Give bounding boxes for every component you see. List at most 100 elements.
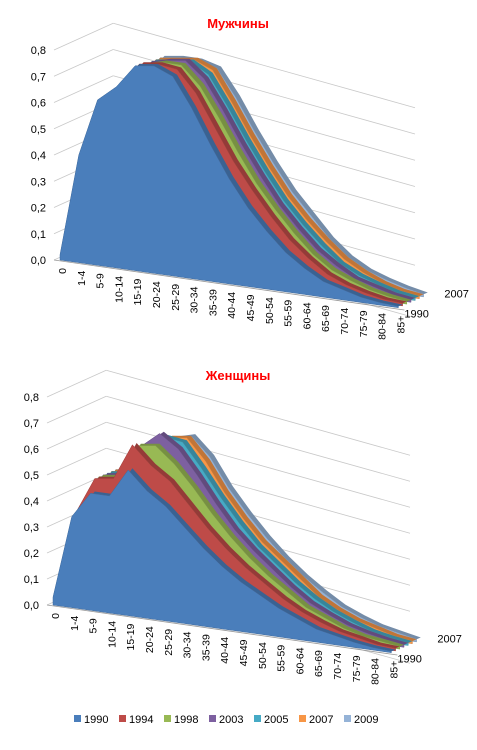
x-tick-label: 65-69 [320, 305, 332, 332]
y-tick-label: 0,2 [31, 203, 46, 215]
y-tick-label: 0,7 [31, 71, 46, 83]
gridline-side [46, 447, 107, 476]
y-tick-label: 0,0 [31, 255, 46, 267]
x-tick-label: 35-39 [200, 634, 212, 661]
x-tick-label: 0 [57, 268, 69, 274]
y-tick-label: 0,0 [24, 600, 39, 612]
gridline-back [106, 395, 411, 482]
legend-item-1998: 1998 [164, 714, 198, 726]
legend-label: 1998 [174, 714, 198, 726]
y-tick-label: 0,4 [31, 150, 46, 162]
y-tick-label: 0,5 [31, 124, 46, 136]
x-tick-label: 40-44 [219, 637, 231, 664]
chart-title-male: Мужчины [207, 16, 269, 31]
x-tick-label: 35-39 [207, 289, 219, 316]
gridline-side [53, 49, 114, 77]
x-tick-label: 55-59 [283, 300, 295, 327]
y-tick-label: 0,8 [24, 392, 39, 404]
y-tick-label: 0,1 [24, 574, 39, 586]
legend-swatch [254, 715, 261, 722]
gridline-side [53, 75, 114, 103]
legend-item-2003: 2003 [209, 714, 243, 726]
x-tick-label: 70-74 [339, 308, 351, 335]
gridline-back [106, 369, 411, 456]
legend-item-2005: 2005 [254, 714, 288, 726]
floor-edge [46, 604, 398, 656]
x-tick-label: 1-4 [76, 271, 88, 286]
x-tick-label: 5-9 [95, 273, 107, 288]
x-tick-label: 30-34 [189, 286, 201, 313]
series-1990-area [52, 469, 392, 653]
gridline-back [113, 22, 416, 109]
legend-label: 1994 [129, 714, 153, 726]
legend-swatch [119, 715, 126, 722]
y-tick-label: 0,6 [24, 444, 39, 456]
y-tick-label: 0,4 [24, 496, 39, 508]
legend-label: 2005 [264, 714, 288, 726]
legend-swatch [164, 715, 171, 722]
legend-item-1994: 1994 [119, 714, 153, 726]
x-tick-label: 50-54 [257, 642, 269, 669]
legend-item-2007: 2007 [299, 714, 333, 726]
x-tick-label: 25-29 [170, 284, 182, 311]
x-tick-label: 80-84 [377, 313, 389, 340]
y-tick-label: 0,3 [24, 522, 39, 534]
x-tick-label: 15-19 [132, 278, 144, 305]
y-tick-label: 0,6 [31, 98, 46, 110]
legend-label: 2003 [219, 714, 243, 726]
gridline-side [46, 421, 107, 450]
legend-swatch [344, 715, 351, 722]
x-tick-label: 25-29 [163, 629, 175, 656]
x-tick-label: 65-69 [313, 650, 325, 677]
y-tick-label: 0,7 [24, 418, 39, 430]
legend-label: 2009 [354, 714, 378, 726]
x-tick-label: 85+ [395, 316, 407, 334]
x-tick-label: 85+ [388, 661, 400, 679]
depth-label-back: 2007 [437, 634, 461, 646]
x-tick-label: 60-64 [294, 647, 306, 674]
x-tick-label: 40-44 [226, 292, 238, 319]
legend: 1990 1994 1998 2003 2005 2007 2009 [74, 714, 378, 726]
chart-female: Женщины 0,0 0,1 0,2 0,3 0,4 0,5 0,6 0,7 0,8 0 1-4 5… [24, 368, 462, 685]
floor-edge [53, 259, 405, 311]
x-tick-label: 0 [50, 613, 62, 619]
legend-swatch [209, 715, 216, 722]
legend-item-2009: 2009 [344, 714, 378, 726]
x-tick-label: 5-9 [88, 618, 100, 633]
x-tick-label: 55-59 [276, 645, 288, 672]
legend-item-1990: 1990 [74, 714, 108, 726]
x-tick-label: 45-49 [245, 294, 257, 321]
series-1994-top [57, 443, 400, 649]
x-tick-label: 60-64 [301, 302, 313, 329]
y-tick-label: 0,2 [24, 548, 39, 560]
y-tick-label: 0,8 [31, 45, 46, 57]
x-tick-label: 45-49 [238, 639, 250, 666]
x-tick-label: 1-4 [69, 616, 81, 631]
chart-male: Мужчины 0,0 0,1 0,2 0,3 0,4 0,5 0,6 0,7 0,8 0 1-4 5… [31, 16, 469, 340]
x-tick-label: 80-84 [370, 658, 382, 685]
y-tick-label: 0,3 [31, 176, 46, 188]
x-tick-label: 75-79 [351, 655, 363, 682]
x-tick-label: 20-24 [144, 626, 156, 653]
x-tick-label: 50-54 [264, 297, 276, 324]
x-tick-label: 10-14 [106, 621, 118, 648]
depth-label-front: 1990 [397, 654, 421, 666]
x-tick-label: 20-24 [151, 281, 163, 308]
x-tick-label: 10-14 [113, 276, 125, 303]
depth-label-back: 2007 [444, 289, 468, 301]
x-tick-label: 30-34 [182, 631, 194, 658]
depth-label-front: 1990 [404, 309, 428, 321]
legend-label: 2007 [309, 714, 333, 726]
gridline-side [46, 395, 107, 424]
x-tick-label: 70-74 [332, 653, 344, 680]
legend-swatch [299, 715, 306, 722]
chart-title-female: Женщины [205, 368, 271, 383]
series-1990-area [59, 65, 399, 308]
x-tick-label: 75-79 [358, 310, 370, 337]
x-tick-label: 15-19 [125, 623, 137, 650]
legend-label: 1990 [84, 714, 108, 726]
y-tick-label: 0,5 [24, 470, 39, 482]
legend-swatch [74, 715, 81, 722]
